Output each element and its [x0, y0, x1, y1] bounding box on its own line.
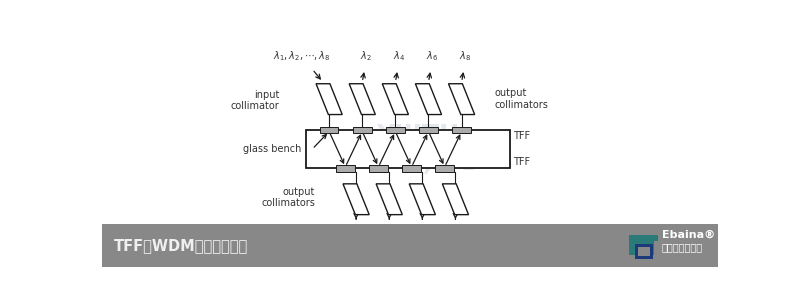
- Polygon shape: [343, 184, 369, 214]
- Polygon shape: [410, 184, 435, 214]
- Text: $\lambda_3$: $\lambda_3$: [383, 222, 395, 236]
- Text: $\lambda_8$: $\lambda_8$: [459, 49, 471, 63]
- Bar: [306, 130, 510, 168]
- Polygon shape: [349, 84, 375, 115]
- Text: $\lambda_7$: $\lambda_7$: [450, 222, 462, 236]
- Text: $\lambda_5$: $\lambda_5$: [416, 222, 428, 236]
- Text: output
collimators: output collimators: [494, 88, 549, 110]
- Text: TFF型WDM器件技术原理: TFF型WDM器件技术原理: [114, 238, 248, 253]
- Bar: [638, 247, 650, 256]
- Bar: [353, 127, 371, 133]
- Text: $\lambda_1, \lambda_2, \cdots, \lambda_8$: $\lambda_1, \lambda_2, \cdots, \lambda_8…: [274, 49, 331, 63]
- Text: input
collimator: input collimator: [230, 90, 279, 112]
- Bar: [653, 236, 658, 241]
- Polygon shape: [415, 84, 442, 115]
- Polygon shape: [316, 84, 342, 115]
- Bar: [635, 244, 654, 259]
- Text: TFF: TFF: [513, 157, 530, 167]
- Bar: [386, 127, 405, 133]
- Bar: [320, 127, 338, 133]
- Text: glass bench: glass bench: [243, 144, 302, 154]
- Bar: [630, 235, 654, 255]
- Bar: [435, 165, 454, 172]
- Polygon shape: [382, 84, 409, 115]
- Text: $\lambda_4$: $\lambda_4$: [393, 49, 406, 63]
- Bar: [419, 127, 438, 133]
- Bar: [402, 165, 421, 172]
- Text: Ebaina®: Ebaina®: [662, 230, 715, 240]
- Text: $\lambda_1$: $\lambda_1$: [350, 222, 362, 236]
- Bar: [336, 165, 354, 172]
- Bar: [452, 127, 471, 133]
- Polygon shape: [376, 184, 402, 214]
- Text: YIJITU
        ,LTD: YIJITU ,LTD: [354, 123, 482, 175]
- Text: 易百纳技术社区: 易百纳技术社区: [662, 242, 703, 252]
- Text: TFF: TFF: [513, 131, 530, 142]
- Bar: [102, 224, 718, 267]
- Polygon shape: [442, 184, 469, 214]
- Polygon shape: [449, 84, 474, 115]
- Text: $\lambda_2$: $\lambda_2$: [360, 49, 372, 63]
- Text: $\lambda_6$: $\lambda_6$: [426, 49, 438, 63]
- Text: output
collimators: output collimators: [262, 187, 315, 208]
- Bar: [369, 165, 388, 172]
